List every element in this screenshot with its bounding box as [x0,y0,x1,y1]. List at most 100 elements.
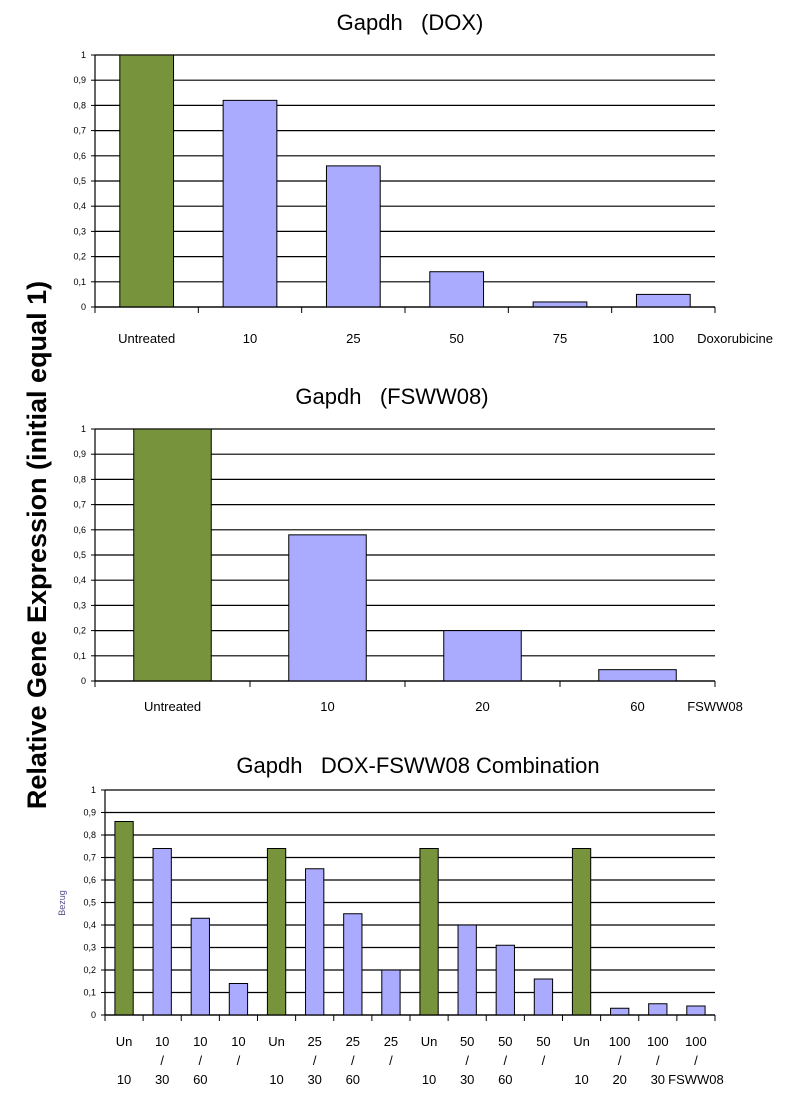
x-tick-label: 50 [498,1034,512,1049]
y-tick-label: 0,2 [83,965,96,975]
y-tick-label: 0,7 [73,500,86,510]
bar [119,54,175,308]
bar [190,917,210,1016]
y-tick-label: 0,6 [73,151,86,161]
y-tick-label: 1 [81,50,86,60]
chart-title: Gapdh (FSWW08) [295,384,488,409]
y-tick-label: 1 [81,424,86,434]
x-tick-label: 20 [475,699,489,714]
x-axis-label: Doxorubicine [697,331,773,346]
shared-y-axis-label-container: Relative Gene Expression (initial equal … [0,0,60,1096]
x-tick-label: / [351,1053,355,1068]
y-tick-label: 0,7 [83,853,96,863]
x-tick-label: 50 [449,331,463,346]
bar [571,848,592,1016]
y-tick-label: 0,6 [73,525,86,535]
y-axis-label: Bezug [57,890,67,916]
x-tick-label: / [389,1053,393,1068]
x-tick-label: 60 [498,1072,512,1087]
y-tick-label: 0,3 [73,226,86,236]
y-tick-label: 0,8 [73,474,86,484]
x-tick-label: 30 [307,1072,321,1087]
x-tick-label: 10 [243,331,257,346]
x-tick-label: Un [268,1034,285,1049]
x-tick-label: / [199,1053,203,1068]
x-tick-label: Un [573,1034,590,1049]
bar [266,848,287,1016]
y-tick-label: 0,9 [73,449,86,459]
y-tick-label: 0,1 [83,988,96,998]
y-tick-label: 0,8 [73,100,86,110]
x-tick-label: / [465,1053,469,1068]
y-tick-label: 0,2 [73,252,86,262]
y-tick-label: 0,7 [73,126,86,136]
x-tick-label: Untreated [144,699,201,714]
chart-title: Gapdh DOX-FSWW08 Combination [236,753,599,778]
bar [419,848,439,1016]
x-tick-label: Un [116,1034,133,1049]
shared-y-axis-label-svg: Relative Gene Expression (initial equal … [22,281,52,809]
x-tick-label: 75 [553,331,567,346]
x-tick-label: / [618,1053,622,1068]
x-tick-label: 50 [536,1034,550,1049]
x-tick-label: / [313,1053,317,1068]
y-tick-label: 0 [81,302,86,312]
bar [228,983,249,1016]
bar [152,848,172,1016]
x-tick-label: 10 [422,1072,436,1087]
chart-3: Gapdh DOX-FSWW08 Combination 0 0,1 0,2 0,3 0,… [57,753,724,1087]
y-tick-label: 0,5 [73,550,86,560]
x-tick-label: Un [421,1034,438,1049]
x-tick-label: / [237,1053,241,1068]
x-tick-label: 100 [652,331,674,346]
chart-1: Gapdh (DOX) 0 0,1 0,2 0,3 0,4 0,5 0,6 0,7 0,8 0,9 1… [73,10,772,346]
bar [610,1007,630,1016]
y-tick-label: 0,5 [83,898,96,908]
y-tick-label: 0,4 [83,920,96,930]
y-tick-label: 0,6 [83,875,96,885]
y-tick-label: 0,3 [83,943,96,953]
bar [533,978,554,1016]
x-tick-label: 25 [346,331,360,346]
x-tick-label: 30 [155,1072,169,1087]
x-tick-label: / [160,1053,164,1068]
y-tick-label: 0,4 [73,201,86,211]
x-tick-label: 10 [269,1072,283,1087]
x-tick-label: 60 [630,699,644,714]
x-tick-label: 50 [460,1034,474,1049]
y-tick-label: 0,1 [73,277,86,287]
bar [457,924,477,1016]
chart-title: Gapdh (DOX) [337,10,484,35]
y-tick-label: 0,4 [73,575,86,585]
x-tick-label: FSWW08 [668,1072,724,1087]
bar [343,913,363,1016]
x-tick-label: 100 [647,1034,669,1049]
x-tick-label: 10 [117,1072,131,1087]
x-tick-label: 10 [231,1034,245,1049]
bar [598,669,677,682]
y-tick-label: 0,9 [73,75,86,85]
bar [288,534,367,682]
x-tick-label: 20 [612,1072,626,1087]
chart-2: Gapdh (FSWW08) 0 0,1 0,2 0,3 0,4 0,5 0,6 0,7 0,8 0… [73,384,742,714]
y-tick-label: 0,9 [83,808,96,818]
bar [532,301,588,308]
bar [443,630,522,682]
bar [635,293,691,308]
y-tick-label: 0,2 [73,626,86,636]
y-tick-label: 0,8 [83,830,96,840]
y-tick-label: 0 [91,1010,96,1020]
x-tick-label: 10 [155,1034,169,1049]
x-tick-label: / [694,1053,698,1068]
y-tick-label: 0,5 [73,176,86,186]
x-tick-label: 10 [320,699,334,714]
x-tick-label: Untreated [118,331,175,346]
x-tick-label: / [542,1053,546,1068]
x-tick-label: 60 [193,1072,207,1087]
bar [133,428,212,682]
y-tick-label: 1 [91,785,96,795]
y-tick-label: 0,1 [73,651,86,661]
bar [381,969,401,1016]
bar [222,99,278,308]
x-tick-label: 60 [346,1072,360,1087]
